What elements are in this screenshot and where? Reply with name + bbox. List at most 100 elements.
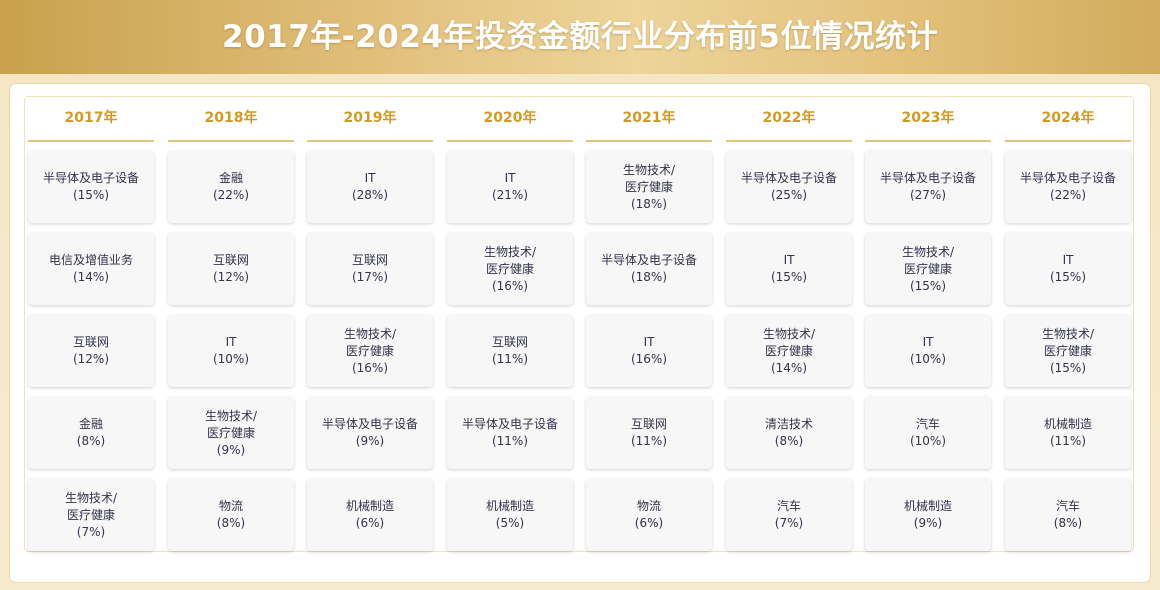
- industry-share: (8%): [76, 434, 106, 448]
- industry-share: (28%): [351, 188, 389, 202]
- industry-cell: 半导体及电子设备 (25%): [726, 151, 852, 223]
- industry-name: 生物技术/: [622, 162, 676, 177]
- industry-share: (21%): [491, 188, 529, 202]
- industry-share: (11%): [491, 434, 529, 448]
- industry-share: (11%): [1049, 434, 1087, 448]
- industry-cell: 生物技术/医疗健康 (15%): [1005, 315, 1131, 387]
- industry-share: (14%): [72, 270, 110, 284]
- industry-cell: 互联网 (11%): [586, 397, 712, 469]
- industry-cell: 汽车 (8%): [1005, 479, 1131, 551]
- industry-name: 生物技术/: [343, 326, 397, 341]
- industry-cell: 机械制造 (9%): [865, 479, 991, 551]
- industry-name: 医疗健康: [485, 261, 534, 276]
- industry-cell: 半导体及电子设备 (9%): [307, 397, 433, 469]
- industry-share: (12%): [212, 270, 250, 284]
- industry-cell: IT (15%): [1005, 233, 1131, 305]
- industry-share: (22%): [212, 188, 250, 202]
- industry-name: 医疗健康: [345, 343, 394, 358]
- industry-name: 互联网: [491, 335, 528, 349]
- industry-name: 物流: [218, 499, 243, 513]
- industry-name: 互联网: [630, 417, 667, 431]
- industry-cell: 生物技术/医疗健康 (15%): [865, 233, 991, 305]
- industry-cell: 半导体及电子设备 (15%): [28, 151, 154, 223]
- industry-share: (10%): [909, 434, 947, 448]
- industry-name: 清洁技术: [764, 417, 813, 431]
- industry-share: (16%): [630, 352, 668, 366]
- industry-cell: IT (16%): [586, 315, 712, 387]
- industry-name: 医疗健康: [903, 261, 952, 276]
- table-border: [24, 96, 1134, 552]
- industry-cell: 生物技术/医疗健康 (14%): [726, 315, 852, 387]
- industry-share: (9%): [913, 516, 943, 530]
- year-header: 2024年: [1005, 96, 1131, 142]
- title-banner: [0, 0, 1160, 74]
- industry-cell: 机械制造 (5%): [447, 479, 573, 551]
- industry-name: IT: [225, 335, 237, 349]
- industry-name: 机械制造: [485, 499, 534, 513]
- industry-cell: 生物技术/医疗健康 (16%): [447, 233, 573, 305]
- industry-cell: 半导体及电子设备 (27%): [865, 151, 991, 223]
- industry-name: 汽车: [915, 417, 940, 431]
- industry-cell: 机械制造 (6%): [307, 479, 433, 551]
- industry-share: (7%): [774, 516, 804, 530]
- industry-cell: 生物技术/医疗健康 (9%): [168, 397, 294, 469]
- industry-cell: IT (15%): [726, 233, 852, 305]
- industry-name: 生物技术/: [1041, 326, 1095, 341]
- industry-share: (18%): [630, 196, 668, 211]
- industry-cell: 物流 (8%): [168, 479, 294, 551]
- industry-cell: 生物技术/医疗健康 (18%): [586, 151, 712, 223]
- year-header: 2017年: [28, 96, 154, 142]
- industry-name: 机械制造: [1043, 417, 1092, 431]
- industry-name: 生物技术/: [204, 408, 258, 423]
- industry-name: 医疗健康: [206, 425, 255, 440]
- industry-share: (18%): [630, 270, 668, 284]
- industry-cell: 互联网 (12%): [168, 233, 294, 305]
- industry-share: (15%): [1049, 360, 1087, 375]
- industry-cell: 半导体及电子设备 (11%): [447, 397, 573, 469]
- year-header: 2019年: [307, 96, 433, 142]
- industry-cell: 金融 (8%): [28, 397, 154, 469]
- industry-share: (8%): [216, 516, 246, 530]
- industry-name: 半导体及电子设备: [1019, 171, 1116, 185]
- industry-share: (25%): [770, 188, 808, 202]
- industry-cell: IT (21%): [447, 151, 573, 223]
- industry-name: IT: [783, 253, 795, 267]
- year-header: 2018年: [168, 96, 294, 142]
- industry-cell: IT (28%): [307, 151, 433, 223]
- industry-share: (11%): [630, 434, 668, 448]
- industry-name: 汽车: [776, 499, 801, 513]
- industry-cell: 电信及增值业务 (14%): [28, 233, 154, 305]
- industry-name: 半导体及电子设备: [740, 171, 837, 185]
- industry-share: (15%): [1049, 270, 1087, 284]
- industry-share: (16%): [351, 360, 389, 375]
- industry-name: 半导体及电子设备: [600, 253, 697, 267]
- industry-share: (15%): [72, 188, 110, 202]
- industry-name: 半导体及电子设备: [461, 417, 558, 431]
- industry-name: IT: [1062, 253, 1074, 267]
- industry-share: (9%): [355, 434, 385, 448]
- industry-share: (8%): [774, 434, 804, 448]
- industry-name: 金融: [218, 171, 243, 185]
- industry-cell: 生物技术/医疗健康 (7%): [28, 479, 154, 551]
- industry-share: (7%): [76, 524, 106, 539]
- industry-share: (16%): [491, 278, 529, 293]
- industry-name: 生物技术/: [64, 490, 118, 505]
- industry-share: (27%): [909, 188, 947, 202]
- industry-share: (15%): [770, 270, 808, 284]
- industry-cell: 互联网 (12%): [28, 315, 154, 387]
- industry-cell: 机械制造 (11%): [1005, 397, 1131, 469]
- industry-share: (17%): [351, 270, 389, 284]
- industry-name: IT: [364, 171, 376, 185]
- industry-name: 半导体及电子设备: [879, 171, 976, 185]
- industry-name: IT: [643, 335, 655, 349]
- industry-share: (15%): [909, 278, 947, 293]
- industry-share: (14%): [770, 360, 808, 375]
- industry-cell: 物流 (6%): [586, 479, 712, 551]
- industry-cell: 半导体及电子设备 (18%): [586, 233, 712, 305]
- industry-cell: 半导体及电子设备 (22%): [1005, 151, 1131, 223]
- industry-name: 机械制造: [903, 499, 952, 513]
- industry-name: 生物技术/: [901, 244, 955, 259]
- industry-name: 生物技术/: [483, 244, 537, 259]
- industry-share: (10%): [212, 352, 250, 366]
- industry-name: 汽车: [1055, 499, 1080, 513]
